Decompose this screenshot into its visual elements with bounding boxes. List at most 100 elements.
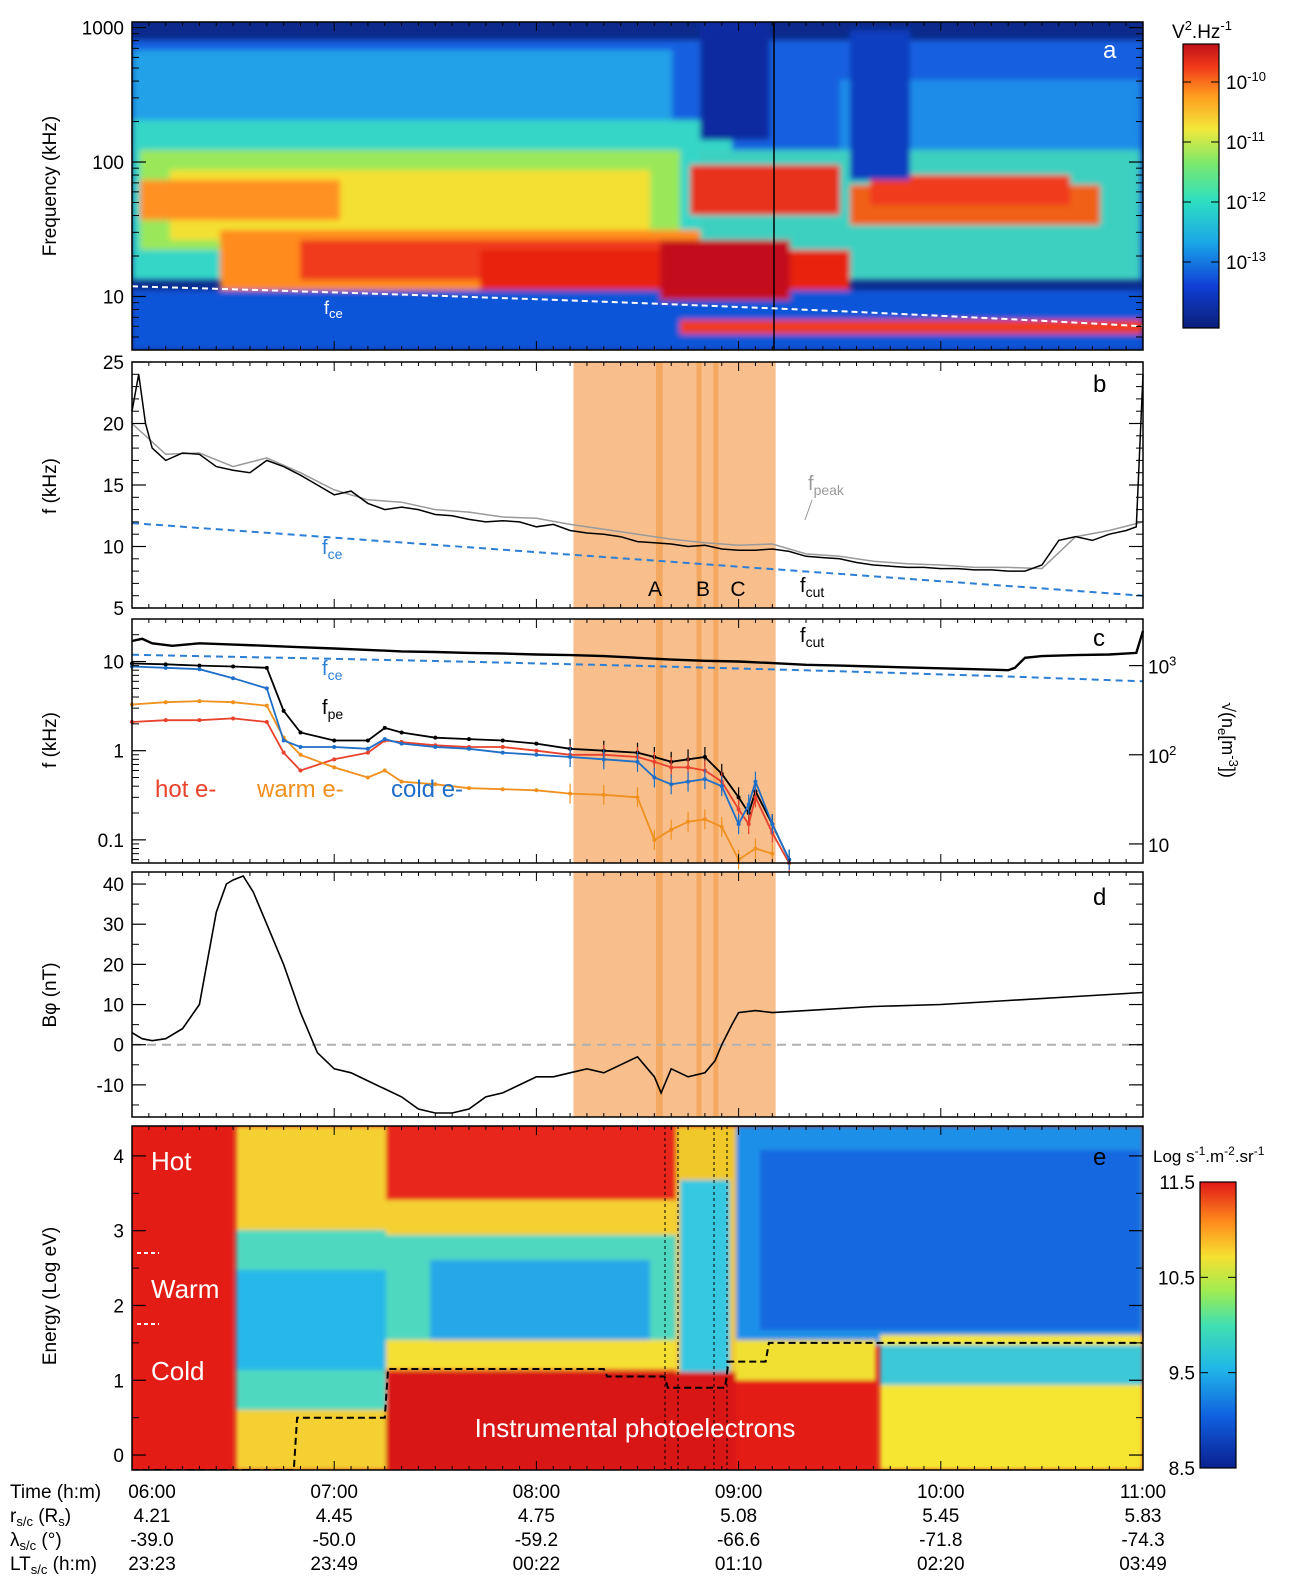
panel-c-fcut-label: fcut <box>800 625 824 650</box>
point-hot <box>163 718 168 723</box>
colorbar-a-title: V2.Hz-1 <box>1172 18 1232 43</box>
panel-d: -10 0 10 20 30 40 Bφ (nT) d <box>40 871 1144 1118</box>
event-band <box>713 872 719 1117</box>
time-table-cell: 02:20 <box>917 1554 965 1575</box>
panel-e-ytick: 4 <box>113 1147 124 1168</box>
panel-c-ytick: 0.1 <box>98 831 124 852</box>
panel-d-ylabel: Bφ (nT) <box>40 962 61 1027</box>
point-warm <box>332 765 337 770</box>
panel-d-ytick: -10 <box>97 1076 124 1097</box>
highlight-interval <box>573 362 776 608</box>
panel-c-right-label: √(ne[m-3]) <box>1215 702 1241 778</box>
point-cold <box>231 676 236 681</box>
series-hot <box>131 717 790 864</box>
point-hot <box>365 750 370 755</box>
colorbar-a-tick: 10-10 <box>1226 69 1266 94</box>
point-warm <box>365 775 370 780</box>
panel-c: 0.1 1 10 10 102 103 f (kHz) √(ne[m-3]) c fcu… <box>40 618 1241 873</box>
highlight-interval <box>573 872 776 1117</box>
point-fpe <box>264 665 269 670</box>
time-table-cell: 09:00 <box>715 1482 763 1503</box>
panel-e-ylabel: Energy (Log eV) <box>40 1227 61 1365</box>
colorbar-e-tick: 11.5 <box>1159 1173 1195 1194</box>
point-warm <box>500 787 505 792</box>
region-label-cold: Cold <box>151 1356 204 1386</box>
panel-c-letter: c <box>1093 625 1105 652</box>
colorbar-e-tick: 8.5 <box>1169 1459 1195 1480</box>
point-fpe <box>197 663 202 668</box>
time-table-cell: 5.83 <box>1125 1506 1162 1527</box>
time-table-cell: 10:00 <box>917 1482 965 1503</box>
panel-b-fce-label: fce <box>322 537 343 562</box>
event-band <box>696 619 702 863</box>
panel-b-ytick: 10 <box>103 538 124 559</box>
point-fpe <box>500 738 505 743</box>
panel-d-ytick: 30 <box>103 915 124 936</box>
region-label-photoelectrons: Instrumental photoelectrons <box>475 1413 796 1443</box>
point-cold <box>534 752 539 757</box>
event-band <box>656 362 663 608</box>
panel-a-fce-label: fce <box>324 298 343 321</box>
panel-b-ytick: 5 <box>113 599 124 620</box>
time-table-cell: 23:49 <box>310 1554 358 1575</box>
point-cold <box>500 750 505 755</box>
panel-d-ytick: 0 <box>113 1036 124 1057</box>
time-table-row-label: Time (h:m) <box>10 1482 101 1503</box>
point-cold <box>264 686 269 691</box>
point-fpe <box>467 737 471 742</box>
panel-a-ylabel: Frequency (kHz) <box>40 116 61 256</box>
region-label-hot: Hot <box>151 1146 192 1176</box>
panel-b-ytick: 20 <box>103 415 124 436</box>
panel-d-letter: d <box>1093 884 1106 911</box>
point-cold <box>197 667 202 672</box>
time-table-cell: 00:22 <box>513 1554 561 1575</box>
event-label-c: C <box>730 578 745 601</box>
panel-b-fcut-label: fcut <box>800 575 824 600</box>
point-warm <box>399 779 404 784</box>
label-warm-electrons: warm e- <box>256 776 344 803</box>
panel-c-right-tick: 103 <box>1148 654 1176 679</box>
point-warm <box>163 700 168 705</box>
event-band <box>696 362 702 608</box>
point-cold <box>298 745 303 750</box>
point-hot <box>500 745 505 750</box>
event-band <box>713 619 719 863</box>
panel-e-ytick: 3 <box>113 1222 124 1243</box>
label-hot-electrons: hot e- <box>155 776 216 803</box>
colorbar-e-title: Log s-1.m-2.sr-1 <box>1153 1144 1265 1166</box>
point-fpe <box>399 730 404 735</box>
point-hot <box>281 750 286 755</box>
panel-d-ytick: 10 <box>103 996 124 1017</box>
time-table-row-label: λs/c (°) <box>10 1530 62 1553</box>
point-hot <box>264 719 269 724</box>
point-hot <box>231 716 236 721</box>
point-hot <box>332 757 337 762</box>
panel-e-ytick: 0 <box>113 1446 124 1467</box>
time-table-cell: -74.3 <box>1121 1530 1164 1551</box>
colorbar-a-tick: 10-13 <box>1226 249 1266 274</box>
panel-b-ytick: 15 <box>103 476 124 497</box>
panel-a-ytick: 100 <box>92 153 124 174</box>
colorbar-e-tick: 10.5 <box>1158 1268 1195 1289</box>
panel-e-ytick: 1 <box>113 1371 124 1392</box>
colorbar-a-tick: 10-12 <box>1226 189 1266 214</box>
panel-b-ylabel: f (kHz) <box>40 458 61 514</box>
colorbar-e: Log s-1.m-2.sr-1 11.5 10.5 9.5 8.5 <box>1153 1144 1265 1480</box>
point-warm <box>433 782 438 787</box>
time-table-cell: 4.45 <box>316 1506 353 1527</box>
panel-a-ytick: 1000 <box>82 19 124 40</box>
time-table-cell: -71.8 <box>919 1530 962 1551</box>
point-cold <box>399 741 404 746</box>
point-cold <box>163 665 168 670</box>
event-band <box>713 362 719 608</box>
event-band <box>696 872 702 1117</box>
point-warm <box>382 768 387 773</box>
label-cold-electrons: cold e- <box>391 776 463 803</box>
point-cold <box>467 746 471 751</box>
region-label-warm: Warm <box>151 1274 219 1304</box>
point-fpe <box>231 664 236 669</box>
point-cold <box>332 745 337 750</box>
panel-c-right-tick: 10 <box>1148 836 1169 857</box>
panel-c-fpe-label: fpe <box>322 697 343 722</box>
